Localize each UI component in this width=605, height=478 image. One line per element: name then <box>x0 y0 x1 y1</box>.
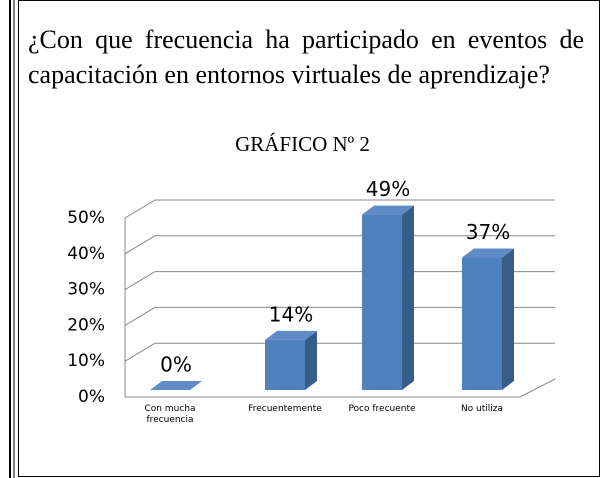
x-tick-label-box: No utiliza <box>460 404 504 414</box>
y-tick-label: 40% <box>67 244 105 264</box>
value-label: 37% <box>466 220 510 244</box>
value-label: 49% <box>366 177 410 201</box>
x-tick-label-box: Con mucha frecuencia <box>144 404 196 425</box>
bar-top <box>462 248 514 258</box>
question: ¿Con que frecuencia ha participado en ev… <box>28 25 584 89</box>
bar-front <box>265 339 305 390</box>
value-label: 14% <box>269 302 313 326</box>
value-label: 0% <box>160 353 192 377</box>
frame <box>18 0 600 477</box>
y-tick-label: 10% <box>67 351 105 371</box>
bar <box>265 330 317 390</box>
x-tick-label-box: Frecuentemente <box>248 404 322 414</box>
y-tick-label: 50% <box>67 208 105 228</box>
y-tick-label: 20% <box>67 315 105 335</box>
grid-line <box>124 306 555 326</box>
x-tick-label-box: Poco frecuente <box>348 404 416 414</box>
bar-top <box>150 381 202 390</box>
caption: GRÁFICO Nº 2 <box>235 132 370 156</box>
bar-front <box>362 214 402 390</box>
bar-front <box>462 257 502 390</box>
bar <box>362 205 414 390</box>
bar-side <box>305 330 317 390</box>
floor <box>125 378 556 398</box>
grid-line <box>124 342 555 362</box>
x-tick-label: No utiliza <box>460 404 504 414</box>
x-tick-label: Poco frecuente <box>348 404 416 414</box>
x-tick-label: Con mucha frecuencia <box>144 404 196 425</box>
bar-top <box>265 330 317 340</box>
grid-line <box>124 271 555 291</box>
bar-side <box>402 205 414 390</box>
bar <box>150 381 202 390</box>
y-tick-label: 0% <box>78 387 105 407</box>
grid-line <box>124 199 555 219</box>
grid-line <box>124 235 555 255</box>
bar <box>462 248 514 390</box>
bar-side <box>502 248 514 390</box>
bar-top <box>362 205 414 215</box>
y-tick-label: 30% <box>67 280 105 300</box>
x-tick-label: Frecuentemente <box>248 404 322 414</box>
